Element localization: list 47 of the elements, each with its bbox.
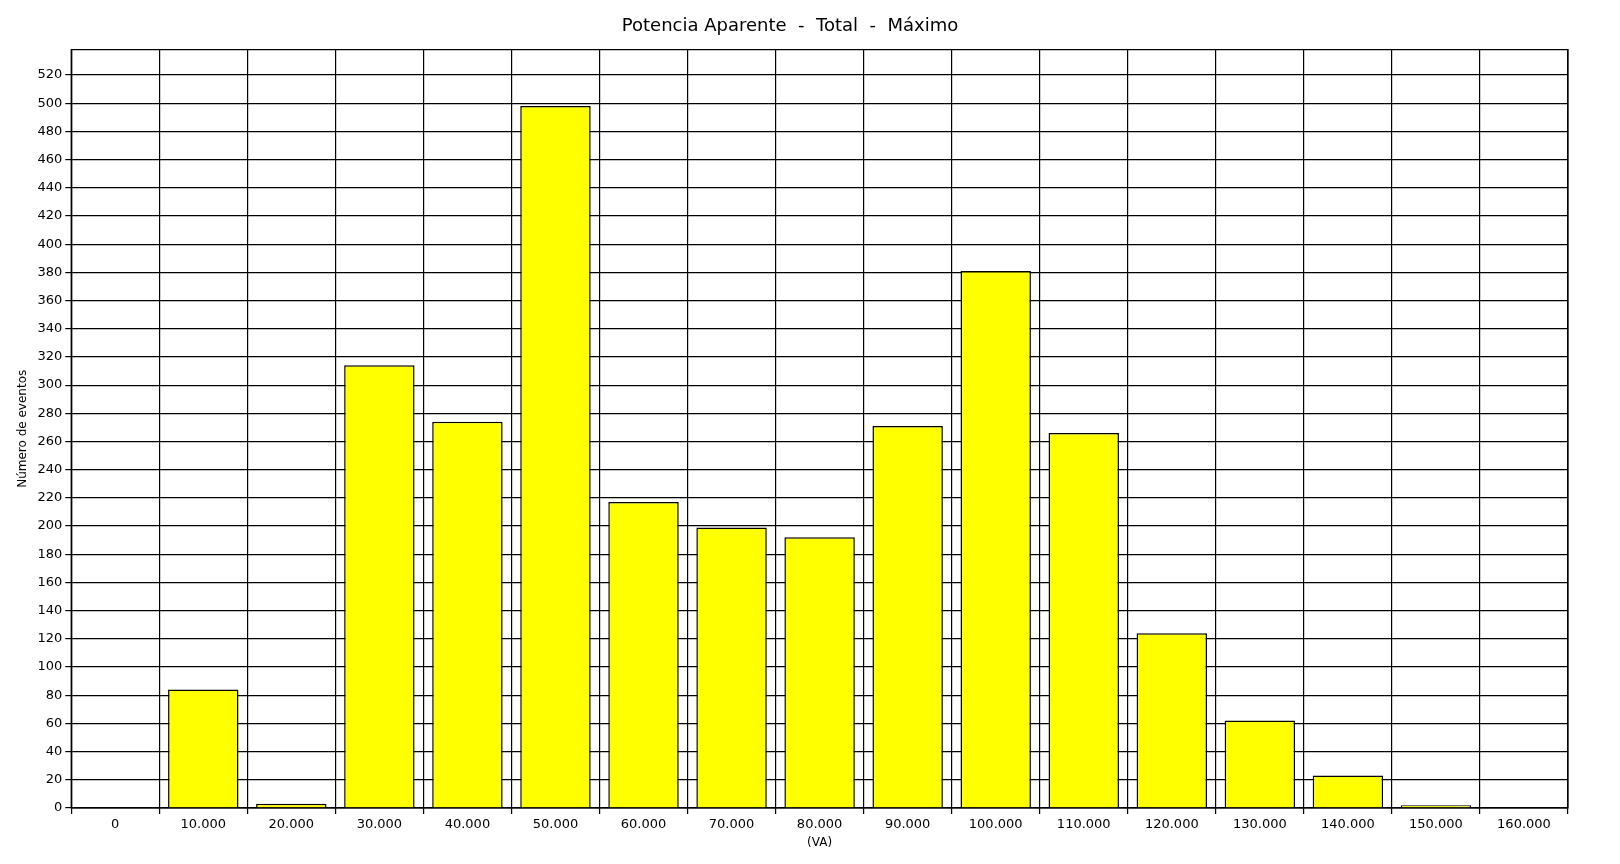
x-tick-label: 70.000 — [708, 816, 755, 832]
y-tick-label: 100 — [37, 658, 63, 674]
x-tick-label: 0 — [111, 816, 120, 832]
x-tick-label: 110.000 — [1056, 816, 1111, 832]
x-tick-label: 30.000 — [356, 816, 403, 832]
y-tick-label: 80 — [45, 686, 63, 702]
x-tick-label: 140.000 — [1321, 816, 1375, 832]
y-tick-label: 160 — [37, 573, 63, 589]
x-tick-label: 80.000 — [796, 816, 843, 832]
x-tick-label: 120.000 — [1144, 816, 1199, 832]
y-tick-label: 180 — [37, 545, 63, 561]
x-tick-label: 10.000 — [180, 816, 227, 832]
y-tick-label: 320 — [37, 348, 63, 364]
y-tick-label: 380 — [37, 263, 63, 279]
x-tick-label: 100.000 — [968, 816, 1023, 832]
y-tick-label: 480 — [37, 122, 63, 138]
y-tick-label: 340 — [37, 320, 63, 336]
x-tick-label: 40.000 — [444, 816, 491, 832]
y-tick-label: 120 — [37, 630, 63, 646]
y-tick-label: 60 — [45, 714, 63, 730]
y-axis-title: Número de eventos — [15, 369, 30, 488]
y-tick-label: 140 — [37, 602, 63, 618]
x-tick-label: 50.000 — [532, 816, 579, 832]
x-tick-label: 90.000 — [884, 816, 931, 832]
y-tick-label: 260 — [37, 432, 63, 448]
chart-title: Potencia Aparente - Total - Máximo — [621, 14, 959, 36]
y-tick-label: 20 — [45, 771, 63, 787]
y-tick-label: 240 — [37, 461, 63, 477]
y-tick-label: 500 — [37, 94, 63, 110]
y-tick-label: 440 — [37, 179, 63, 195]
y-tick-label: 360 — [37, 291, 63, 307]
y-tick-label: 220 — [37, 489, 63, 505]
x-axis-title: (VA) — [807, 834, 833, 849]
y-tick-label: 200 — [37, 517, 63, 533]
y-tick-label: 520 — [37, 66, 63, 82]
x-tick-label: 20.000 — [268, 816, 315, 832]
y-tick-label: 460 — [37, 150, 63, 166]
y-tick-label: 400 — [37, 235, 63, 251]
x-tick-label: 130.000 — [1232, 816, 1287, 832]
y-tick-label: 0 — [53, 799, 63, 815]
y-tick-label: 40 — [45, 742, 63, 758]
x-tick-label: 60.000 — [620, 816, 667, 832]
y-tick-label: 300 — [37, 376, 63, 392]
x-tick-label: 160.000 — [1497, 816, 1551, 832]
y-tick-label: 280 — [37, 404, 63, 420]
y-tick-label: 420 — [37, 207, 63, 223]
x-tick-label: 150.000 — [1409, 816, 1463, 832]
